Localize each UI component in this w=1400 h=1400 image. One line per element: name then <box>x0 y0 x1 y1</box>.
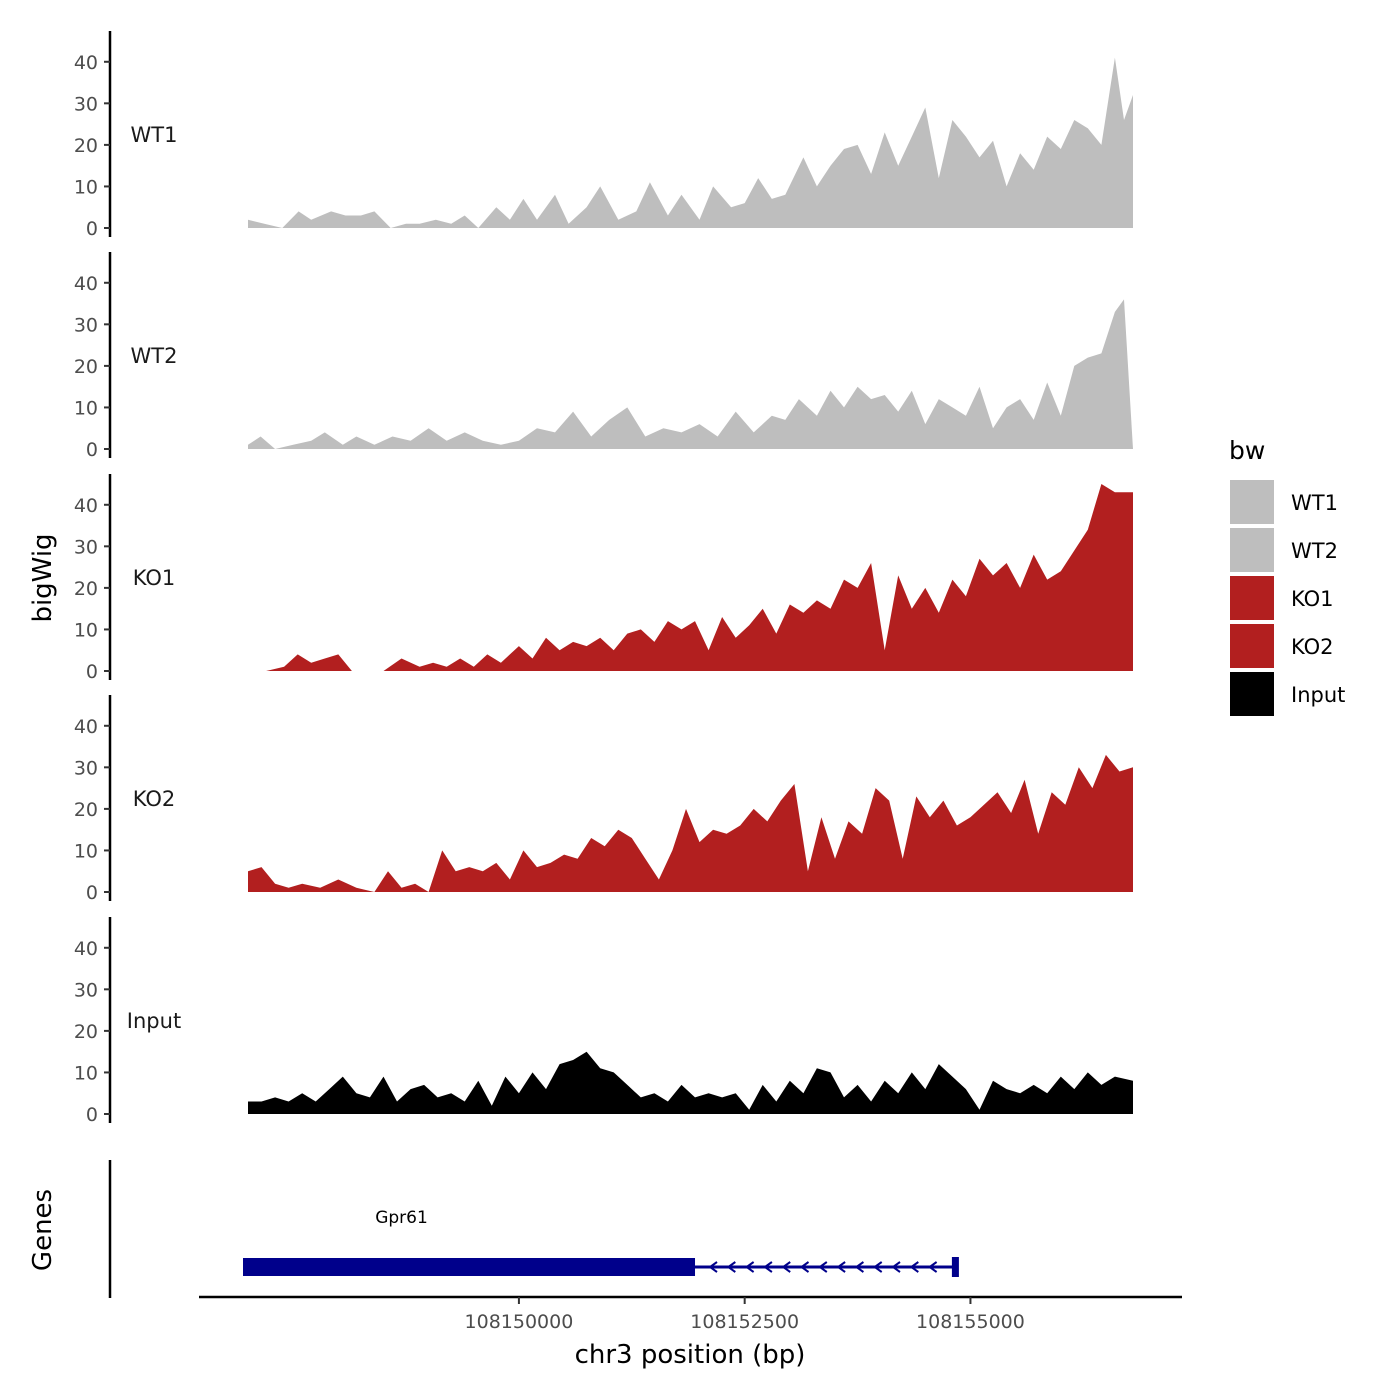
x-tick-label: 108150000 <box>465 1311 574 1333</box>
y-tick-label: 10 <box>74 619 98 641</box>
legend-swatch <box>1230 480 1274 524</box>
y-tick-label: 0 <box>86 1104 98 1126</box>
y-tick-label: 0 <box>86 882 98 904</box>
gene-name-label: Gpr61 <box>375 1208 428 1228</box>
y-tick-label: 30 <box>74 757 98 779</box>
y-tick-label: 0 <box>86 439 98 461</box>
strand-arrow <box>781 1261 791 1273</box>
track-panels: 0 10 20 30 40 WT1 0 10 20 30 40 WT2 0 10 20 30 40 KO1 0 10 2… <box>74 31 1133 1126</box>
strand-arrow <box>726 1261 736 1273</box>
y-tick-label: 40 <box>74 716 98 738</box>
legend-label: WT2 <box>1291 539 1338 563</box>
track-label: KO2 <box>133 787 176 811</box>
strand-arrow <box>836 1261 846 1273</box>
gene-exon-end <box>951 1257 959 1277</box>
y-tick-label: 20 <box>74 799 98 821</box>
strand-arrow <box>891 1261 901 1273</box>
legend-swatch <box>1230 576 1274 620</box>
genes-axis-title: Genes <box>28 1189 58 1271</box>
y-tick-label: 10 <box>74 1062 98 1084</box>
y-tick-label: 30 <box>74 536 98 558</box>
legend-label: WT1 <box>1291 491 1338 515</box>
strand-arrow <box>708 1261 718 1273</box>
legend-entry-input: Input <box>1230 672 1345 716</box>
legend-entry-wt1: WT1 <box>1230 480 1338 524</box>
legend-entry-ko2: KO2 <box>1230 624 1334 668</box>
coverage-area-input <box>248 1051 1133 1114</box>
y-axis-title: bigWig <box>28 533 58 622</box>
track-panel-wt2: 0 10 20 30 40 WT2 <box>74 252 1133 461</box>
gene-exon-block <box>243 1258 696 1276</box>
y-tick-label: 0 <box>86 661 98 683</box>
strand-arrow <box>872 1261 883 1273</box>
y-tick-label: 0 <box>86 218 98 240</box>
y-tick-label: 40 <box>74 938 98 960</box>
y-tick-label: 10 <box>74 176 98 198</box>
y-tick-label: 20 <box>74 578 98 600</box>
track-panel-ko2: 0 10 20 30 40 KO2 <box>74 695 1133 904</box>
strand-arrow <box>854 1261 864 1273</box>
y-tick-label: 40 <box>74 495 98 517</box>
genes-panel: Gpr61 <box>108 1160 959 1298</box>
track-panel-wt1: 0 10 20 30 40 WT1 <box>74 31 1133 240</box>
track-panel-input: 0 10 20 30 40 Input <box>74 917 1133 1126</box>
legend-swatch <box>1230 528 1274 572</box>
coverage-area-ko1 <box>248 484 1133 671</box>
y-tick-label: 20 <box>74 1021 98 1043</box>
y-tick-label: 10 <box>74 397 98 419</box>
x-axis-title: chr3 position (bp) <box>575 1340 806 1370</box>
track-label: WT1 <box>131 123 178 147</box>
legend-swatch <box>1230 624 1274 668</box>
x-tick-label: 108155000 <box>916 1311 1025 1333</box>
x-tick-label: 108152500 <box>690 1311 799 1333</box>
strand-arrow <box>927 1261 938 1273</box>
track-panel-ko1: 0 10 20 30 40 KO1 <box>74 474 1133 683</box>
y-tick-label: 20 <box>74 356 98 378</box>
track-label: Input <box>127 1009 181 1033</box>
y-tick-label: 30 <box>74 93 98 115</box>
y-tick-label: 40 <box>74 273 98 295</box>
y-tick-label: 30 <box>74 314 98 336</box>
x-axis: 108150000 108152500 108155000 <box>199 1295 1182 1333</box>
y-tick-label: 30 <box>74 979 98 1001</box>
coverage-area-wt2 <box>248 299 1133 449</box>
strand-arrow <box>763 1261 773 1273</box>
legend-entry-ko1: KO1 <box>1230 576 1334 620</box>
strand-arrow <box>909 1261 919 1273</box>
legend-label: KO1 <box>1291 587 1334 611</box>
legend-title: bw <box>1229 436 1265 465</box>
legend-entry-wt2: WT2 <box>1230 528 1338 572</box>
y-tick-label: 40 <box>74 52 98 74</box>
gene-gpr61: Gpr61 <box>243 1208 959 1277</box>
strand-arrow <box>799 1261 810 1273</box>
legend-swatch <box>1230 672 1274 716</box>
strand-arrow <box>818 1261 828 1273</box>
coverage-area-ko2 <box>248 754 1133 892</box>
track-label: WT2 <box>131 344 178 368</box>
strand-arrow <box>744 1261 755 1273</box>
track-label: KO1 <box>133 566 176 590</box>
legend-label: KO2 <box>1291 635 1334 659</box>
y-tick-label: 20 <box>74 135 98 157</box>
legend: bw WT1 WT2 KO1 KO2 Input <box>1229 436 1345 716</box>
y-tick-label: 10 <box>74 840 98 862</box>
coverage-area-wt1 <box>248 57 1133 228</box>
legend-label: Input <box>1291 683 1345 707</box>
